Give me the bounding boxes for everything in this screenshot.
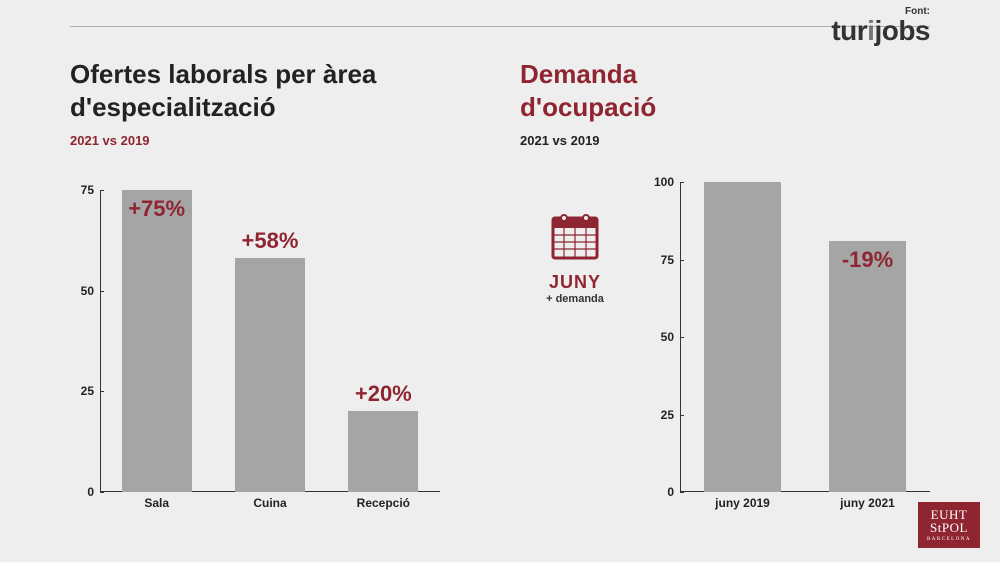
y-tick xyxy=(680,415,684,416)
y-tick xyxy=(680,337,684,338)
category-label: Recepció xyxy=(357,492,410,510)
right-bar-chart: 0255075100juny 2019-19%juny 2021 xyxy=(650,182,930,510)
right-title-line2: d'ocupació xyxy=(520,92,656,122)
y-tick xyxy=(100,291,104,292)
y-tick xyxy=(680,492,684,493)
y-tick-label: 50 xyxy=(661,330,680,344)
right-title-line1: Demanda xyxy=(520,59,637,89)
y-tick-label: 100 xyxy=(654,175,680,189)
bar-value-label: +75% xyxy=(128,196,185,222)
left-subtitle: 2021 vs 2019 xyxy=(70,133,490,148)
left-panel: Ofertes laborals per àrea d'especialitza… xyxy=(70,58,490,148)
y-tick-label: 75 xyxy=(661,253,680,267)
right-panel: Demanda d'ocupació 2021 vs 2019 xyxy=(520,58,940,148)
bar: +20% xyxy=(348,411,418,492)
bar-value-label: -19% xyxy=(842,247,893,273)
y-tick-label: 25 xyxy=(81,384,100,398)
badge-line2: StPOL xyxy=(918,521,980,535)
y-tick xyxy=(680,260,684,261)
left-bar-chart: 0255075+75%Sala+58%Cuina+20%Recepció xyxy=(70,190,440,510)
category-label: juny 2019 xyxy=(715,492,770,510)
calendar-icon xyxy=(547,210,603,266)
y-tick-label: 0 xyxy=(87,485,100,499)
y-tick xyxy=(680,182,684,183)
left-title: Ofertes laborals per àrea d'especialitza… xyxy=(70,58,490,123)
category-label: juny 2021 xyxy=(840,492,895,510)
y-tick-label: 0 xyxy=(667,485,680,499)
left-title-line2: d'especialització xyxy=(70,92,276,122)
left-plot: 0255075+75%Sala+58%Cuina+20%Recepció xyxy=(100,190,440,492)
left-title-line1: Ofertes laborals per àrea xyxy=(70,59,376,89)
y-tick-label: 75 xyxy=(81,183,100,197)
bar: +75% xyxy=(122,190,192,492)
right-title: Demanda d'ocupació xyxy=(520,58,940,123)
category-label: Cuina xyxy=(253,492,286,510)
footer-badge: EUHT StPOL BARCELONA xyxy=(918,502,980,548)
bar-value-label: +58% xyxy=(242,228,299,254)
y-tick xyxy=(100,492,104,493)
calendar-sub: + demanda xyxy=(520,293,630,305)
calendar-month: JUNY xyxy=(520,272,630,293)
bar xyxy=(704,182,782,492)
category-label: Sala xyxy=(144,492,169,510)
badge-line3: BARCELONA xyxy=(918,537,980,542)
y-tick-label: 25 xyxy=(661,408,680,422)
y-tick-label: 50 xyxy=(81,284,100,298)
right-plot: 0255075100juny 2019-19%juny 2021 xyxy=(680,182,930,492)
calendar-block: JUNY + demanda xyxy=(520,210,630,305)
bar-value-label: +20% xyxy=(355,381,412,407)
y-tick xyxy=(100,190,104,191)
top-divider xyxy=(70,26,930,27)
source-logo: turijobs xyxy=(831,17,930,45)
badge-line1: EUHT xyxy=(918,508,980,522)
bar: -19% xyxy=(829,241,907,492)
source-block: Font: turijobs xyxy=(831,6,930,45)
y-tick xyxy=(100,391,104,392)
bar: +58% xyxy=(235,258,305,492)
right-subtitle: 2021 vs 2019 xyxy=(520,133,940,148)
y-axis xyxy=(100,190,101,492)
